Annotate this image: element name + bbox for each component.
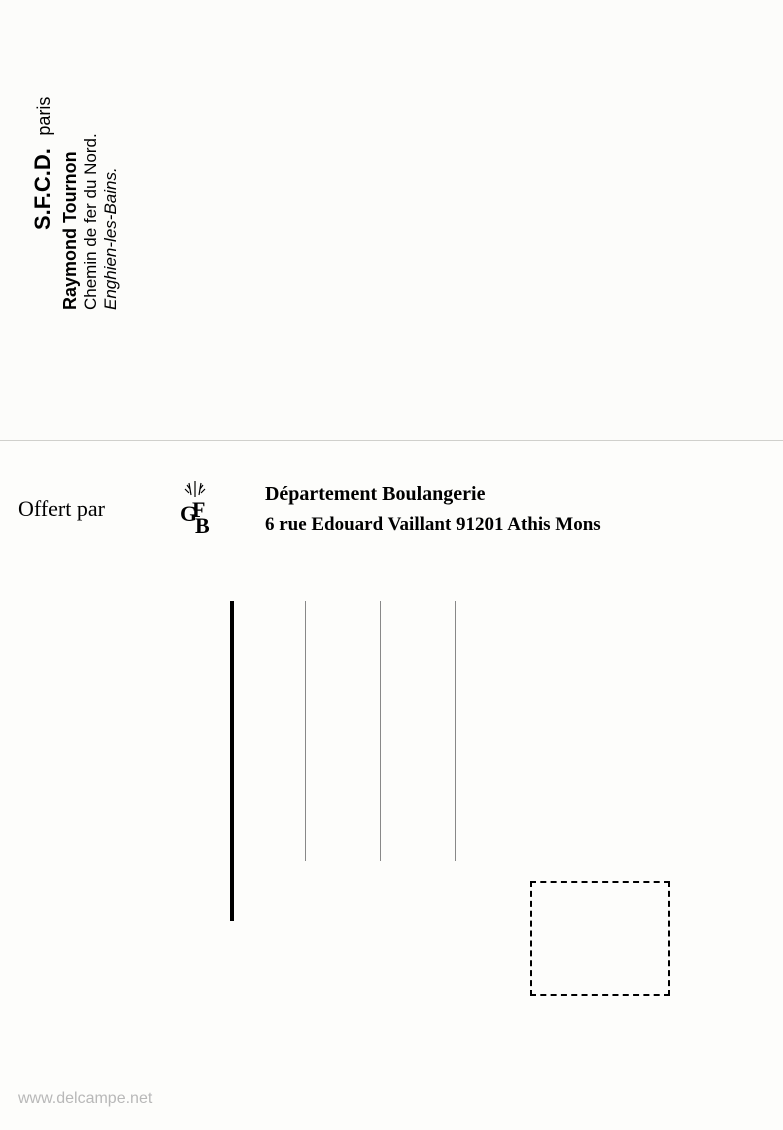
gfb-logo: G F B [165, 479, 225, 539]
stamp-placeholder [530, 881, 670, 996]
offert-par-label: Offert par [18, 496, 105, 522]
divider-line [305, 601, 306, 861]
watermark: www.delcampe.net [18, 1090, 152, 1108]
publisher-block: S.F.C.D. paris [30, 97, 56, 230]
artist-credit-block: Raymond Tournon Chemin de fer du Nord. E… [60, 133, 121, 310]
divider-line [380, 601, 381, 861]
railway-name: Chemin de fer du Nord. [81, 133, 101, 310]
artist-name: Raymond Tournon [60, 133, 81, 310]
department-block: Département Boulangerie 6 rue Edouard Va… [265, 483, 601, 536]
divider-line [230, 601, 234, 921]
svg-text:B: B [195, 513, 210, 538]
divider-line [455, 601, 456, 861]
department-title: Département Boulangerie [265, 483, 601, 506]
bottom-postcard-back: Offert par G F B Département Boulangerie… [0, 440, 783, 1130]
header-row: Offert par G F B Département Boulangerie… [0, 479, 783, 539]
publisher-abbr: S.F.C.D. [30, 148, 55, 230]
publisher-city: paris [34, 97, 54, 136]
location-name: Enghien-les-Bains. [101, 133, 121, 310]
top-postcard-back: Raymond Tournon Chemin de fer du Nord. E… [0, 0, 783, 440]
department-address: 6 rue Edouard Vaillant 91201 Athis Mons [265, 514, 601, 536]
